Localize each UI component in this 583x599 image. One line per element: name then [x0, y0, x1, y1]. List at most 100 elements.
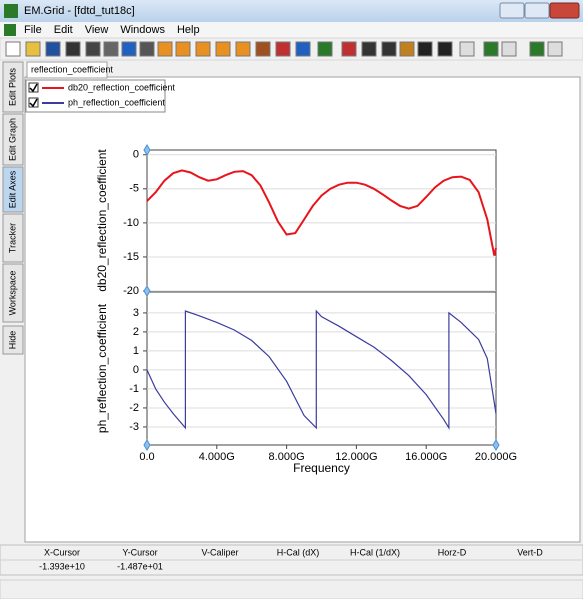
side-tab-label: Edit Axes: [7, 170, 17, 208]
toolbar-button[interactable]: [235, 41, 251, 57]
minimize-button[interactable]: [499, 2, 525, 19]
toolbar-button[interactable]: [417, 41, 433, 57]
table-value: -1.393e+10: [39, 561, 85, 571]
toolbar-button[interactable]: [529, 41, 545, 57]
side-tab[interactable]: [2, 263, 24, 323]
toolbar-button[interactable]: [361, 41, 377, 57]
data-line: [146, 309, 497, 431]
menu-item[interactable]: View: [85, 24, 109, 36]
legend-checkbox[interactable]: [28, 97, 39, 108]
toolbar-button[interactable]: [5, 41, 21, 57]
data-line: [146, 169, 497, 256]
toolbar-button[interactable]: [381, 41, 397, 57]
plot-tab[interactable]: [26, 61, 108, 79]
table-header: H-Cal (1/dX): [350, 547, 400, 557]
window-title: EM.Grid - [fdtd_tut18c]: [24, 5, 135, 17]
menu-item[interactable]: File: [24, 24, 42, 36]
legend: [25, 79, 166, 113]
x-tick-label: 12.000G: [335, 451, 377, 463]
side-tab[interactable]: [2, 325, 24, 355]
close-button[interactable]: [549, 2, 580, 19]
menu-item[interactable]: Edit: [54, 24, 73, 36]
side-tab-label: Edit Graph: [7, 118, 17, 161]
cursor-marker: [143, 285, 151, 297]
legend-label: ph_reflection_coefficient: [68, 97, 165, 107]
toolbar-button[interactable]: [25, 41, 41, 57]
y-tick-label: 3: [133, 307, 139, 319]
y-tick-label: -5: [129, 183, 139, 195]
toolbar-button[interactable]: [501, 41, 517, 57]
menu-item[interactable]: Windows: [120, 24, 165, 36]
y-tick-label: -3: [129, 421, 139, 433]
legend-check: [29, 83, 38, 93]
toolbar-button[interactable]: [175, 41, 191, 57]
toolbar-button[interactable]: [65, 41, 81, 57]
toolbar-button[interactable]: [399, 41, 415, 57]
y-tick-label: 0: [133, 149, 139, 161]
plot-tab-label: reflection_coefficient: [31, 64, 113, 74]
cursor-marker: [143, 144, 151, 156]
y-tick-label: -15: [123, 251, 139, 263]
y-axis-label: ph_reflection_coefficient: [95, 303, 109, 433]
x-axis-label: Frequency: [293, 461, 350, 475]
menu-item[interactable]: Help: [177, 24, 200, 36]
x-tick-label: 0.0: [139, 451, 154, 463]
y-axis-label: db20_reflection_coefficient: [95, 149, 109, 292]
toolbar-button[interactable]: [139, 41, 155, 57]
status-bar: [0, 579, 583, 599]
toolbar-button[interactable]: [103, 41, 119, 57]
legend-label: db20_reflection_coefficient: [68, 82, 175, 92]
y-tick-label: -2: [129, 402, 139, 414]
toolbar-button[interactable]: [275, 41, 291, 57]
toolbar-button[interactable]: [317, 41, 333, 57]
toolbar-button[interactable]: [121, 41, 137, 57]
x-tick-label: 8.000G: [269, 451, 305, 463]
legend-checkbox[interactable]: [28, 82, 39, 93]
y-tick-label: 0: [133, 364, 139, 376]
toolbar-button[interactable]: [255, 41, 271, 57]
title-bar: [0, 0, 583, 22]
table-header: Y-Cursor: [122, 547, 157, 557]
toolbar-button[interactable]: [85, 41, 101, 57]
toolbar-button[interactable]: [45, 41, 61, 57]
toolbar-button[interactable]: [195, 41, 211, 57]
legend-check: [29, 98, 38, 108]
cursor-marker: [143, 439, 151, 451]
side-tab-label: Hide: [7, 331, 17, 350]
app-icon: [4, 4, 18, 18]
side-tab[interactable]: [2, 61, 24, 113]
toolbar-button[interactable]: [547, 41, 563, 57]
maximize-button[interactable]: [524, 2, 550, 19]
y-tick-label: -10: [123, 217, 139, 229]
table-value: -1.487e+01: [117, 561, 163, 571]
side-tab[interactable]: [2, 113, 24, 166]
toolbar-button[interactable]: [459, 41, 475, 57]
side-tab-label: Edit Plots: [7, 67, 17, 106]
side-tab[interactable]: [2, 166, 24, 213]
table-header: V-Caliper: [201, 547, 238, 557]
table-header: H-Cal (dX): [277, 547, 320, 557]
side-tab-label: Tracker: [7, 223, 17, 253]
table-header: Vert-D: [517, 547, 543, 557]
toolbar-button[interactable]: [215, 41, 231, 57]
x-tick-label: 4.000G: [199, 451, 235, 463]
y-tick-label: 1: [133, 345, 139, 357]
x-tick-label: 20.000G: [475, 451, 517, 463]
cursor-marker: [492, 439, 500, 451]
table-header: Horz-D: [438, 547, 467, 557]
y-tick-label: 2: [133, 326, 139, 338]
plot-frame: [146, 149, 497, 446]
y-tick-label: -20: [123, 285, 139, 297]
menu-bar: [0, 22, 583, 38]
toolbar-button[interactable]: [341, 41, 357, 57]
table-header: X-Cursor: [44, 547, 80, 557]
toolbar-button[interactable]: [295, 41, 311, 57]
toolbar-button[interactable]: [157, 41, 173, 57]
x-tick-label: 16.000G: [405, 451, 447, 463]
doc-icon: [4, 24, 16, 36]
toolbar-button[interactable]: [437, 41, 453, 57]
side-tab[interactable]: [2, 213, 24, 263]
side-tab-label: Workspace: [7, 271, 17, 316]
toolbar-button[interactable]: [483, 41, 499, 57]
